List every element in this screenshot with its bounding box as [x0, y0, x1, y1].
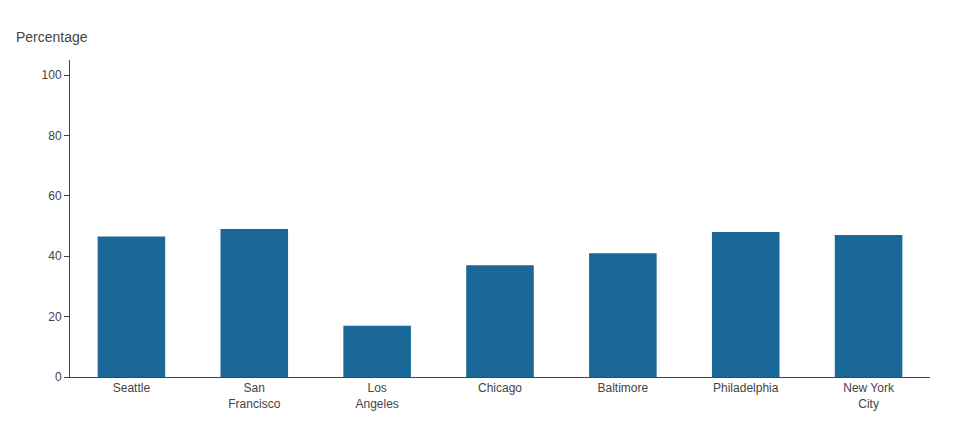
- svg-text:20: 20: [48, 310, 62, 324]
- svg-text:LosAngeles: LosAngeles: [355, 381, 398, 411]
- svg-text:40: 40: [48, 249, 62, 263]
- svg-text:0: 0: [55, 370, 62, 384]
- svg-text:80: 80: [48, 129, 62, 143]
- svg-text:Philadelphia: Philadelphia: [713, 381, 779, 395]
- svg-text:Baltimore: Baltimore: [598, 381, 649, 395]
- svg-text:New YorkCity: New YorkCity: [843, 381, 895, 411]
- svg-text:60: 60: [48, 189, 62, 203]
- svg-text:Seattle: Seattle: [113, 381, 151, 395]
- svg-text:SanFrancisco: SanFrancisco: [228, 381, 280, 411]
- svg-text:Percentage: Percentage: [16, 29, 88, 45]
- svg-text:Chicago: Chicago: [478, 381, 522, 395]
- svg-text:100: 100: [42, 68, 62, 82]
